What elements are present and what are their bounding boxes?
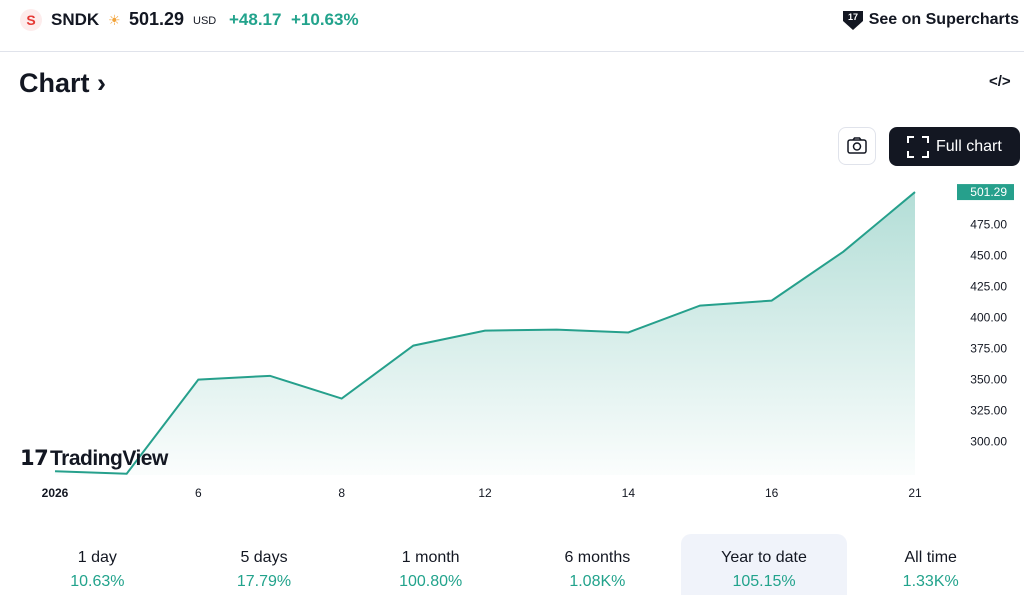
y-tick-label: 300.00 (970, 435, 1007, 449)
y-tick-label: 400.00 (970, 311, 1007, 325)
currency: USD (193, 15, 217, 27)
snapshot-button[interactable] (838, 127, 876, 165)
y-tick-label: 425.00 (970, 280, 1007, 294)
logo: S (20, 9, 42, 31)
x-tick-label: 6 (195, 486, 202, 500)
watermark: 𝟭𝟳TradingView (20, 447, 168, 470)
x-tick-label: 14 (622, 486, 636, 500)
x-tick-label: 2026 (42, 486, 69, 500)
full-chart-label[interactable]: Full chart (936, 138, 1002, 155)
full-chart-button[interactable]: Full chart (889, 127, 1020, 166)
area (55, 192, 915, 476)
symbol[interactable]: SNDK (51, 10, 100, 29)
period-label[interactable]: 1 day (77, 549, 117, 566)
x-tick-label: 21 (908, 486, 922, 500)
header: S SNDK ☀ 501.29 USD +48.17 +10.63% 17 Se… (0, 0, 1024, 52)
y-tick-label: 325.00 (970, 404, 1007, 418)
period-label[interactable]: 1 month (401, 549, 460, 566)
section-title[interactable]: Chart › (19, 68, 107, 98)
change-percent: +10.63% (291, 10, 359, 29)
y-tick-label: 350.00 (970, 373, 1007, 387)
supercharts-link[interactable]: See on Supercharts (868, 11, 1019, 28)
period-tab[interactable]: All time 1.33K% (847, 534, 1014, 595)
period-value[interactable]: 100.80% (399, 573, 463, 590)
price: 501.29 (129, 9, 185, 29)
period-tabs: 1 day 10.63% 5 days 17.79% 1 month 100.80% 6 m… (14, 534, 1014, 595)
svg-text:17: 17 (848, 12, 858, 22)
period-tab[interactable]: 6 months 1.08K% (514, 534, 681, 595)
section-title-text[interactable]: Chart (19, 68, 90, 98)
period-tab[interactable]: Year to date 105.15% (680, 534, 848, 595)
last-price-label: 501.29 (970, 185, 1007, 199)
embed-button[interactable]: </> (989, 73, 1011, 90)
watermark-text: TradingView (50, 447, 168, 470)
x-tick-label: 8 (338, 486, 345, 500)
period-tab[interactable]: 1 day 10.63% (14, 534, 181, 595)
change: +48.17 (229, 10, 282, 29)
period-tab[interactable]: 1 month 100.80% (347, 534, 514, 595)
period-label[interactable]: Year to date (721, 549, 807, 566)
x-tick-label: 16 (765, 486, 779, 500)
x-tick-label: 12 (478, 486, 492, 500)
period-value[interactable]: 1.08K% (569, 573, 626, 590)
period-value[interactable]: 10.63% (70, 573, 125, 590)
line (54, 191, 916, 475)
y-tick-label: 450.00 (970, 249, 1007, 263)
period-label[interactable]: 5 days (240, 549, 288, 566)
session-icon: ☀ (108, 12, 121, 28)
period-label[interactable]: 6 months (564, 549, 631, 566)
supercharts-icon: 17 (843, 11, 863, 30)
period-value[interactable]: 1.33K% (902, 573, 959, 590)
period-value[interactable]: 105.15% (732, 573, 796, 590)
period-tab[interactable]: 5 days 17.79% (181, 534, 348, 595)
period-value[interactable]: 17.79% (236, 573, 292, 590)
last-price-marker (957, 184, 1014, 201)
period-label[interactable]: All time (904, 549, 957, 566)
y-tick-label: 475.00 (970, 218, 1007, 232)
y-tick-label: 375.00 (970, 342, 1007, 356)
